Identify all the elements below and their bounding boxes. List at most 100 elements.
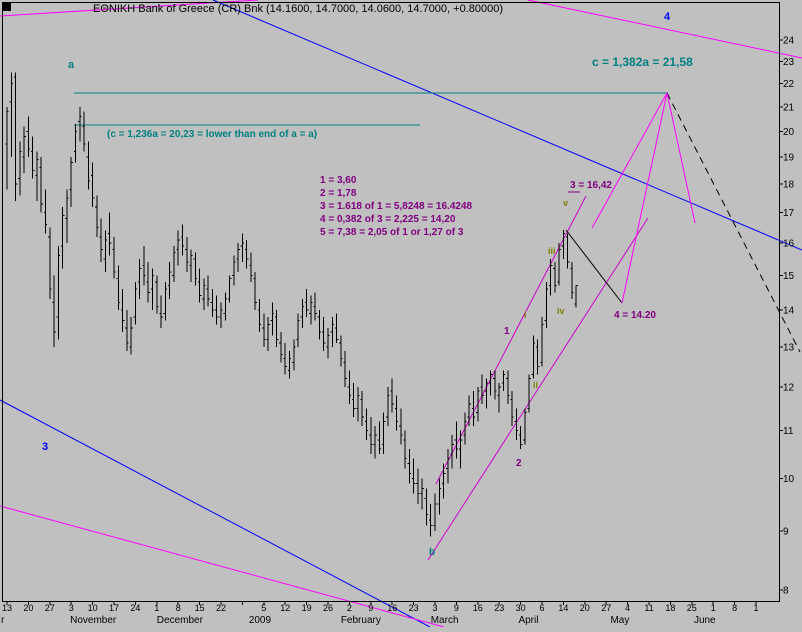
- x-tick-label: 9: [454, 603, 459, 613]
- window-corner-box: [2, 2, 11, 11]
- wave4-target: 4 = 14.20: [614, 310, 656, 321]
- x-tick-label: 4: [625, 603, 630, 613]
- c-1236-note: (c = 1,236a = 20,23 = lower than end of …: [107, 129, 317, 140]
- month-label: April: [518, 615, 538, 626]
- x-tick-label: 18: [665, 603, 675, 613]
- y-tick-label: 17: [783, 208, 795, 219]
- c-1382-note: c = 1,382a = 21,58: [592, 55, 693, 69]
- x-tick-label: 16: [473, 603, 483, 613]
- month-label: May: [610, 615, 629, 626]
- y-tick-label: 13: [783, 342, 795, 353]
- month-label: December: [157, 615, 204, 626]
- x-tick-label: 11: [644, 603, 653, 613]
- plot-border: [2, 2, 780, 602]
- x-tick-label: 22: [216, 603, 226, 613]
- subwave-v: v: [563, 198, 568, 208]
- subwave-iii: iii: [548, 246, 556, 256]
- x-tick-label: 20: [580, 603, 590, 613]
- y-tick-label: 11: [783, 426, 794, 437]
- x-tick-label: 15: [195, 603, 205, 613]
- x-tick-label: 10: [88, 603, 98, 613]
- x-tick-label: 25: [687, 603, 697, 613]
- x-tick-label: 8: [176, 603, 181, 613]
- fib-line-3: 3 = 1.618 of 1 = 5,8248 = 16.4248: [320, 201, 473, 212]
- fib-line-2: 2 = 1,78: [320, 188, 357, 199]
- month-label: 2009: [249, 615, 272, 626]
- y-tick-label: 8: [783, 586, 789, 597]
- subwave-i: i: [524, 310, 527, 320]
- fib-line-4: 4 = 0,382 of 3 = 2,225 = 14,20: [320, 214, 456, 225]
- y-tick-label: 10: [783, 474, 795, 485]
- y-axis: 24 23 22 21 20 19 18 17 16 15 14 13 12 11 10 9 8: [779, 36, 795, 597]
- fib-line-5: 5 = 7,38 = 2,05 of 1 or 1,27 of 3: [320, 227, 464, 238]
- x-tick-label: 23: [409, 603, 419, 613]
- x-tick-label: 1: [711, 603, 716, 613]
- y-tick-label: 21: [783, 102, 795, 113]
- x-axis: 13 20 27 3 10 17 24 1 8 15 22 5 12 19 26 2 9 16 23 3 9 16 23 30…: [1, 601, 759, 626]
- x-tick-label: 14: [558, 603, 568, 613]
- projection-lines: [565, 92, 696, 304]
- x-tick-label: 3: [432, 603, 437, 613]
- x-tick-label: 12: [280, 603, 290, 613]
- y-tick-label: 12: [783, 383, 795, 394]
- x-tick-label: 3: [69, 603, 74, 613]
- x-tick-label: 27: [601, 603, 611, 613]
- x-tick-label: 5: [261, 603, 266, 613]
- month-label: November: [70, 615, 117, 626]
- month-label: February: [341, 615, 381, 626]
- month-label: March: [431, 615, 459, 626]
- x-tick-label: 6: [539, 603, 544, 613]
- x-tick-label: 19: [302, 603, 312, 613]
- wave-a-label: a: [68, 59, 75, 71]
- x-tick-label: 1: [753, 603, 758, 613]
- y-tick-label: 24: [783, 36, 795, 47]
- subwave-iv: iv: [557, 306, 565, 316]
- wave-annotations: a (c = 1,236a = 20,23 = lower than end of…: [42, 11, 693, 558]
- x-tick-label: 24: [130, 603, 140, 613]
- month-label: June: [694, 615, 716, 626]
- big-wave-3: 3: [42, 441, 48, 453]
- wave5-projection-a: [621, 92, 668, 304]
- x-tick-label: 27: [45, 603, 55, 613]
- y-tick-label: 14: [783, 305, 795, 316]
- rally-channel-lower: [427, 217, 649, 561]
- y-tick-label: 22: [783, 79, 795, 90]
- y-tick-label: 20: [783, 127, 795, 138]
- wave-1-label: 1: [504, 326, 510, 337]
- y-tick-label: 9: [783, 527, 789, 538]
- fib-line-1: 1 = 3,60: [320, 175, 357, 186]
- x-tick-label: 17: [109, 603, 119, 613]
- subwave-ii: ii: [533, 380, 538, 390]
- wave3-target: 3 = 16,42: [570, 180, 612, 191]
- month-label: r: [1, 615, 5, 626]
- y-tick-label: 16: [783, 238, 795, 249]
- y-tick-label: 23: [783, 57, 795, 68]
- projected-decline-dashed: [666, 92, 801, 353]
- wave4-projection: [565, 229, 623, 304]
- x-tick-label: 20: [23, 603, 33, 613]
- x-tick-label: 30: [516, 603, 526, 613]
- downtrend-lower-blue: [0, 399, 431, 628]
- post-peak-decline: [666, 92, 696, 224]
- downtrend-upper-blue: [212, 0, 802, 251]
- x-tick-label: 13: [2, 603, 12, 613]
- wave-b-label: b: [429, 547, 435, 558]
- x-tick-label: 2: [347, 603, 352, 613]
- price-bars: [5, 72, 578, 537]
- big-wave-4: 4: [664, 11, 671, 23]
- x-tick-label: 1: [154, 603, 159, 613]
- wave5-projection-b: [591, 92, 668, 229]
- x-tick-label: 9: [368, 603, 373, 613]
- y-tick-label: 18: [783, 180, 795, 191]
- magenta-top-right: [527, 0, 802, 59]
- y-tick-label: 15: [783, 271, 795, 282]
- wave-2-label: 2: [516, 458, 522, 469]
- x-tick-label: 16: [387, 603, 397, 613]
- y-tick-label: 19: [783, 152, 795, 163]
- x-tick-label: 26: [323, 603, 333, 613]
- x-tick-label: 8: [732, 603, 737, 613]
